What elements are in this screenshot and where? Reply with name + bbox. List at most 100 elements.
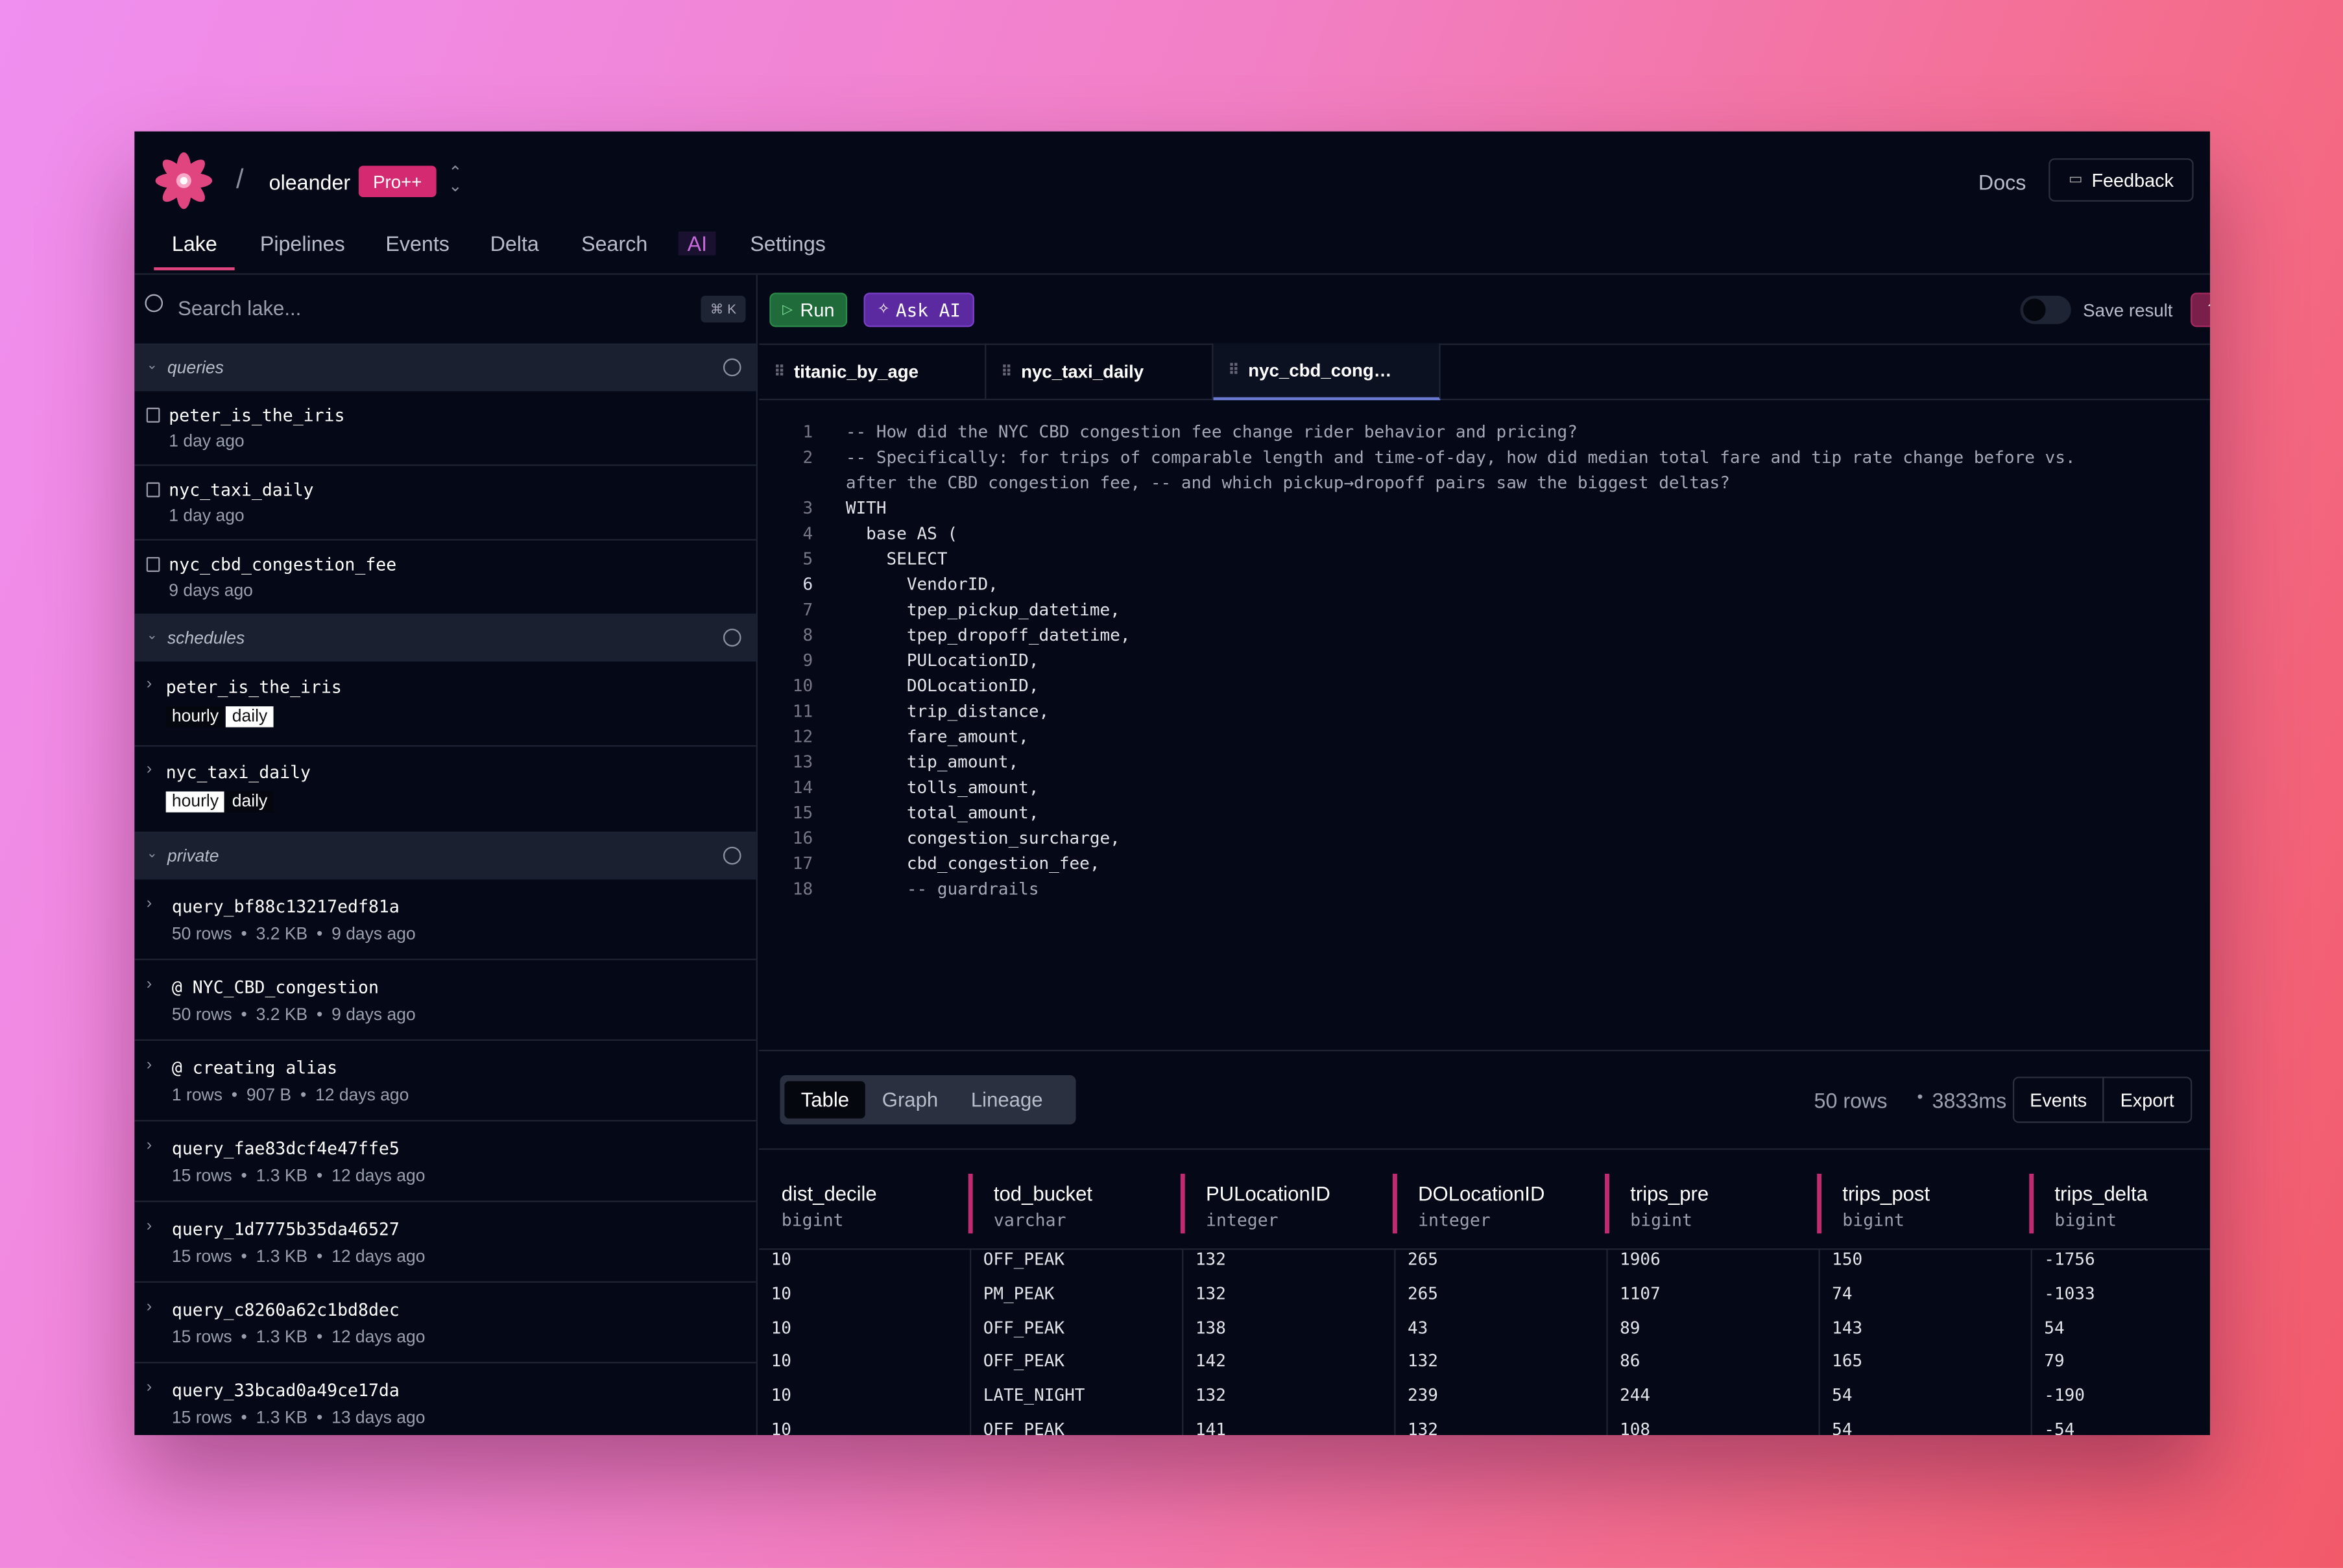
column-line: [970, 1248, 972, 1435]
editor-tab[interactable]: ⠿ titanic_by_age: [759, 343, 987, 401]
tab-label: titanic_by_age: [793, 361, 919, 383]
meta-rows: 15 rows: [171, 1167, 232, 1186]
column-type: integer: [1205, 1209, 1279, 1231]
line-number: 16: [792, 829, 813, 848]
meta-dot: •: [241, 1409, 247, 1428]
table-cell: 10: [771, 1283, 791, 1303]
line-number: 6: [802, 575, 813, 595]
query-item[interactable]: nyc_taxi_daily 1 day ago: [134, 466, 756, 541]
meta-size: 907 B: [246, 1087, 292, 1106]
search-row: Search lake... ⌘ K: [134, 275, 756, 345]
toggle-knob: [2023, 298, 2046, 322]
view-tab[interactable]: Graph: [882, 1088, 939, 1111]
view-tab[interactable]: Lineage: [970, 1088, 1043, 1111]
run-button[interactable]: ▷ Run: [769, 292, 848, 327]
query-item[interactable]: peter_is_the_iris 1 day ago: [134, 391, 756, 466]
table-cell: 165: [1832, 1351, 1863, 1372]
table-cell: 143: [1832, 1318, 1863, 1338]
line-number: 2: [802, 447, 813, 468]
schedule-tag[interactable]: daily: [226, 791, 274, 813]
ask-ai-button[interactable]: ✧ Ask AI: [863, 292, 974, 327]
query-name: nyc_taxi_daily: [169, 479, 314, 501]
upload-icon: ⇪: [2205, 302, 2210, 318]
private-item[interactable]: › query_1d7775b35da46527 15 rows • 1.3 KB • 12…: [134, 1202, 756, 1283]
nav-tab[interactable]: Events: [385, 231, 450, 255]
table-cell: 138: [1195, 1318, 1226, 1338]
nav-tab[interactable]: Pipelines: [259, 231, 345, 255]
private-item[interactable]: › query_bf88c13217edf81a 50 rows • 3.2 KB • 9 …: [134, 879, 756, 960]
search-input[interactable]: Search lake...: [178, 297, 302, 320]
chevron: ⌄: [146, 845, 158, 861]
private-item[interactable]: › query_c8260a62c1bd8dec 15 rows • 1.3 KB • 12…: [134, 1283, 756, 1364]
code-lines: 1 -- How did the NYC CBD congestion fee c…: [759, 420, 2210, 902]
code-line: 16 congestion_surcharge,: [759, 826, 2210, 851]
feedback-button[interactable]: ▭ Feedback: [2049, 158, 2194, 202]
column-separator: [968, 1174, 973, 1234]
code-line: 8 tpep_dropoff_datetime,: [759, 623, 2210, 648]
table-cell: 10: [771, 1318, 791, 1338]
table-cell: -190: [2044, 1386, 2085, 1406]
code-line: 3 WITH: [759, 496, 2210, 521]
column-name: dist_decile: [781, 1182, 877, 1206]
line-number: 1: [802, 422, 813, 442]
code-text: tolls_amount,: [845, 778, 1039, 798]
column-separator: [1605, 1174, 1609, 1234]
private-item[interactable]: › @ NYC_CBD_congestion 50 rows • 3.2 KB • 9 da…: [134, 960, 756, 1041]
line-number: 14: [792, 778, 813, 798]
meta-size: 1.3 KB: [256, 1409, 308, 1428]
chevron: ›: [146, 760, 152, 778]
table-cell: 54: [1832, 1420, 1853, 1435]
editor-tab[interactable]: ⠿ nyc_cbd_cong…: [1213, 343, 1441, 401]
code-text: base AS (: [845, 524, 958, 544]
table-cell: OFF_PEAK: [983, 1420, 1065, 1435]
editor-tab[interactable]: ⠿ nyc_taxi_daily: [986, 343, 1214, 401]
table-cell: PM_PEAK: [983, 1283, 1055, 1303]
column-line: [1606, 1248, 1608, 1435]
nav-tab[interactable]: Lake: [171, 231, 217, 255]
schedule-item[interactable]: › nyc_taxi_daily hourly daily: [134, 746, 756, 833]
line-number: 12: [792, 727, 813, 747]
export-button[interactable]: Export: [2102, 1076, 2193, 1123]
nav-tab[interactable]: Delta: [490, 231, 539, 255]
schedule-tag[interactable]: hourly: [165, 791, 225, 813]
nav-tab[interactable]: Settings: [750, 231, 826, 255]
code-line: 12 fare_amount,: [759, 724, 2210, 750]
view-tab[interactable]: Table: [784, 1081, 866, 1119]
item-meta: 15 rows • 1.3 KB • 12 days ago: [172, 1248, 426, 1266]
schedule-tag[interactable]: hourly: [165, 706, 225, 728]
column-line: [1182, 1248, 1184, 1435]
nav-tab[interactable]: AI: [678, 231, 716, 255]
section-header[interactable]: ⌄ schedules: [134, 615, 756, 662]
section-header[interactable]: ⌄ queries: [134, 344, 756, 392]
feedback-icon: ▭: [2068, 171, 2083, 189]
events-button[interactable]: Events: [2012, 1076, 2104, 1123]
upload-button[interactable]: ⇪Upload: [2191, 292, 2210, 327]
table-header-bg: [759, 1159, 2210, 1250]
code-editor: 1 -- How did the NYC CBD congestion fee c…: [759, 400, 2210, 1052]
schedule-tags: hourly daily: [165, 791, 275, 813]
line-number: 18: [792, 879, 813, 899]
org-switcher[interactable]: ⌃ ⌄: [448, 164, 463, 196]
section-header[interactable]: ⌄ private: [134, 833, 756, 880]
meta-rows: 15 rows: [171, 1329, 232, 1348]
meta-dot: •: [316, 1006, 323, 1025]
private-item[interactable]: › @ creating alias 1 rows • 907 B • 12 days ag…: [134, 1041, 756, 1122]
info-icon: [723, 358, 741, 377]
nav-tab[interactable]: Search: [581, 231, 648, 255]
code-line: 9 PULocationID,: [759, 648, 2210, 673]
query-item[interactable]: nyc_cbd_congestion_fee 9 days ago: [134, 541, 756, 615]
schedule-tag[interactable]: daily: [226, 706, 274, 728]
private-item[interactable]: › query_fae83dcf4e47ffe5 15 rows • 1.3 KB • 12…: [134, 1121, 756, 1202]
tab-label: nyc_taxi_daily: [1021, 361, 1144, 383]
table-cell: 10: [771, 1420, 791, 1435]
meta-dot: •: [316, 1329, 323, 1348]
chevron: ›: [146, 1378, 152, 1397]
divider: [134, 273, 2210, 275]
docs-link[interactable]: Docs: [1978, 170, 2026, 195]
private-item[interactable]: › query_33bcad0a49ce17da 15 rows • 1.3 KB • 13…: [134, 1363, 756, 1435]
table-cell: OFF_PEAK: [983, 1318, 1065, 1338]
schedule-item[interactable]: › peter_is_the_iris hourly daily: [134, 661, 756, 747]
meta-size: 1.3 KB: [256, 1248, 308, 1266]
meta-dot: •: [300, 1087, 307, 1106]
